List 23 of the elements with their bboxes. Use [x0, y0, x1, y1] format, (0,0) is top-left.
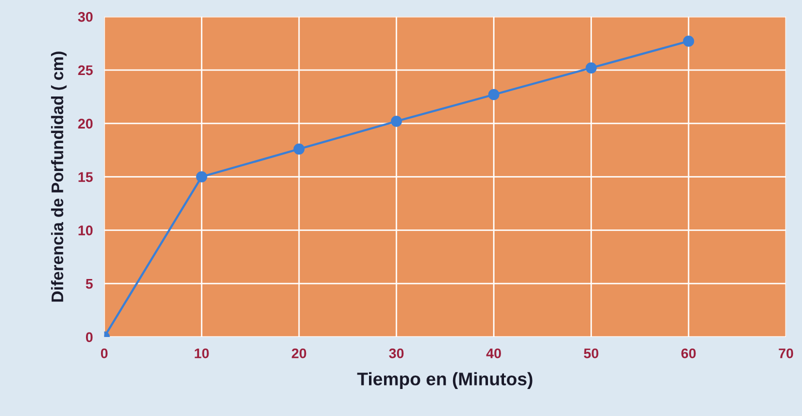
x-tick-label: 20: [292, 348, 306, 358]
x-axis-title: Tiempo en (Minutos): [357, 372, 532, 389]
y-axis-title: Diferencia de Porfundidad ( cm): [51, 52, 67, 302]
y-tick-label: 30: [78, 12, 93, 22]
y-tick-label: 20: [78, 118, 93, 129]
x-tick-label: 30: [389, 348, 404, 358]
x-tick-label: 0: [100, 348, 108, 358]
x-tick-label: 60: [681, 348, 696, 358]
y-tick-label: 10: [78, 226, 93, 236]
point: [196, 171, 208, 182]
point: [586, 62, 597, 74]
point: [293, 143, 305, 155]
point: [683, 36, 694, 47]
point: [390, 116, 402, 127]
point: [488, 89, 500, 100]
y-tick-label: 0: [86, 332, 93, 342]
y-tick-label: 25: [78, 65, 93, 76]
y-tick-label: 5: [86, 279, 93, 289]
x-tick-label: 40: [486, 348, 501, 358]
x-tick-label: 10: [194, 348, 209, 358]
y-tick-label: 15: [78, 172, 93, 182]
x-tick-label: 50: [584, 348, 598, 358]
x-tick-label: 70: [778, 348, 794, 358]
